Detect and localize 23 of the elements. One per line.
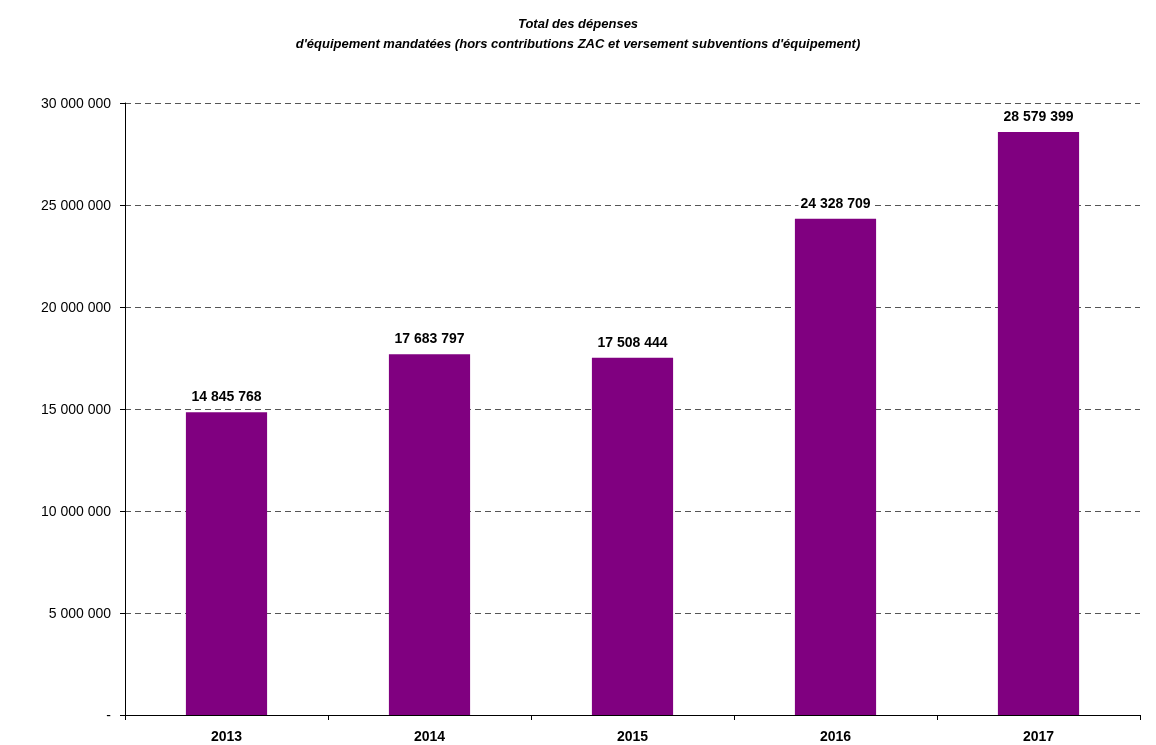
- data-label: 17 508 444: [597, 333, 668, 350]
- data-label: 28 579 399: [1003, 107, 1074, 124]
- x-tick-label: 2014: [413, 728, 446, 744]
- bar: [185, 412, 268, 715]
- bar: [794, 218, 877, 715]
- y-tick-label: 10 000 000: [40, 503, 112, 519]
- bar: [388, 354, 471, 715]
- bar: [591, 357, 674, 715]
- chart-title: Total des dépenses d'équipement mandatées (hors contributions ZAC et versement subventions d'équipement): [295, 15, 861, 51]
- y-tick-label: 5 000 000: [48, 605, 112, 621]
- y-tick-label: 25 000 000: [40, 197, 112, 213]
- data-label: 14 845 768: [191, 388, 262, 405]
- data-label: 24 328 709: [800, 194, 871, 211]
- x-tick-label: 2016: [819, 728, 852, 744]
- y-tick-label: 30 000 000: [40, 95, 112, 111]
- x-tick-label: 2015: [616, 728, 649, 744]
- y-tick-label: 15 000 000: [40, 401, 112, 417]
- data-label: 17 683 797: [394, 330, 465, 347]
- y-tick-label: 20 000 000: [40, 299, 112, 315]
- x-tick-label: 2017: [1022, 728, 1055, 744]
- y-tick-label: -: [106, 707, 112, 723]
- bar: [997, 131, 1080, 715]
- x-tick-label: 2013: [210, 728, 243, 744]
